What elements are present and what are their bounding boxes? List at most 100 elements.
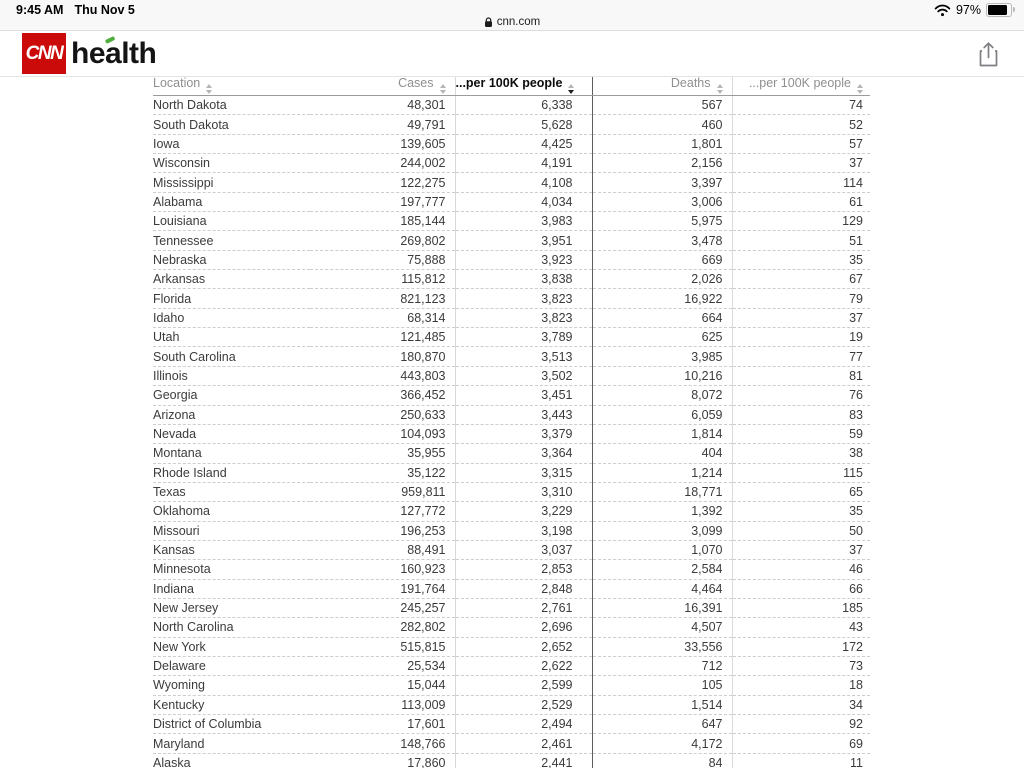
cell-cases-per-100k: 3,451 (454, 385, 593, 406)
table-row: Oklahoma 127,772 3,229 1,392 35 (153, 501, 870, 522)
cell-cases-per-100k: 2,494 (454, 714, 593, 735)
cell-location: Kentucky (153, 695, 310, 716)
cell-cases-per-100k: 3,513 (454, 346, 593, 367)
cell-deaths: 1,514 (592, 695, 732, 716)
cell-deaths-per-100k: 37 (731, 540, 870, 561)
table-row: Louisiana 185,144 3,983 5,975 129 (153, 211, 870, 232)
cell-cases: 191,764 (310, 579, 455, 599)
cell-deaths: 16,391 (592, 598, 732, 619)
cell-location: North Dakota (153, 95, 310, 116)
cell-location: Indiana (153, 579, 310, 599)
cell-deaths: 1,070 (592, 540, 732, 561)
table-row: Delaware 25,534 2,622 712 73 (153, 656, 870, 677)
cell-location: South Carolina (153, 346, 310, 367)
cell-deaths-per-100k: 73 (731, 656, 870, 677)
cell-cases: 821,123 (310, 288, 455, 309)
cell-deaths-per-100k: 67 (731, 269, 870, 290)
cell-deaths-per-100k: 11 (731, 753, 870, 768)
address-bar[interactable]: cnn.com (0, 14, 1024, 30)
cell-location: South Dakota (153, 114, 310, 135)
sort-arrows-icon (206, 84, 213, 94)
cell-cases-per-100k: 4,425 (454, 134, 593, 155)
lock-icon (484, 16, 492, 27)
cell-cases-per-100k: 3,315 (454, 463, 593, 483)
cell-deaths: 4,507 (592, 617, 732, 638)
cell-deaths-per-100k: 115 (731, 463, 870, 483)
cell-deaths-per-100k: 19 (731, 327, 870, 348)
cell-deaths-per-100k: 46 (731, 559, 870, 580)
cell-deaths-per-100k: 43 (731, 617, 870, 638)
column-label: Cases (398, 76, 434, 90)
cell-cases-per-100k: 3,951 (454, 230, 593, 251)
cell-location: Georgia (153, 385, 310, 406)
table-row: Missouri 196,253 3,198 3,099 50 (153, 521, 870, 541)
share-icon[interactable] (977, 41, 1000, 68)
column-header-cases[interactable]: Cases (310, 76, 455, 96)
site-header: CNN health (0, 31, 1024, 77)
cell-cases: 88,491 (310, 540, 455, 561)
column-label: Location (153, 76, 201, 90)
cell-deaths-per-100k: 172 (731, 637, 870, 657)
cell-location: Wyoming (153, 675, 310, 696)
cell-cases-per-100k: 3,379 (454, 424, 593, 445)
column-header-deaths-per-100k[interactable]: ...per 100K people (731, 76, 870, 96)
cell-cases: 443,803 (310, 366, 455, 387)
cell-deaths-per-100k: 35 (731, 501, 870, 522)
cell-location: Oklahoma (153, 501, 310, 522)
cell-deaths-per-100k: 38 (731, 443, 870, 464)
cell-deaths: 2,156 (592, 153, 732, 174)
cnn-health-logo[interactable]: CNN health (22, 33, 157, 74)
cell-cases: 160,923 (310, 559, 455, 580)
table-row: Tennessee 269,802 3,951 3,478 51 (153, 230, 870, 251)
cell-cases-per-100k: 2,529 (454, 695, 593, 716)
column-header-location[interactable]: Location (153, 76, 310, 96)
cell-cases: 127,772 (310, 501, 455, 522)
cell-deaths-per-100k: 61 (731, 192, 870, 213)
cell-deaths: 4,464 (592, 579, 732, 599)
column-header-cases-per-100k[interactable]: ...per 100K people (454, 76, 593, 96)
cell-deaths: 1,214 (592, 463, 732, 483)
table-header: Location Cases ...per 100K people Deaths...… (153, 76, 870, 96)
cell-location: Idaho (153, 308, 310, 329)
table-row: Arkansas 115,812 3,838 2,026 67 (153, 269, 870, 290)
cell-cases-per-100k: 6,338 (454, 95, 593, 116)
table-row: Nevada 104,093 3,379 1,814 59 (153, 424, 870, 445)
cell-location: Kansas (153, 540, 310, 561)
cell-deaths-per-100k: 66 (731, 579, 870, 599)
cell-cases: 35,955 (310, 443, 455, 464)
cell-deaths-per-100k: 114 (731, 172, 870, 193)
cell-deaths-per-100k: 79 (731, 288, 870, 309)
cell-location: Alaska (153, 753, 310, 768)
cell-cases-per-100k: 3,823 (454, 288, 593, 309)
cell-cases-per-100k: 3,923 (454, 250, 593, 271)
cell-deaths: 404 (592, 443, 732, 464)
cell-deaths: 669 (592, 250, 732, 271)
cell-location: New Jersey (153, 598, 310, 619)
cell-deaths: 6,059 (592, 405, 732, 425)
cell-location: Missouri (153, 521, 310, 541)
cell-cases: 244,002 (310, 153, 455, 174)
cell-location: Utah (153, 327, 310, 348)
table-row: Rhode Island 35,122 3,315 1,214 115 (153, 463, 870, 483)
cell-deaths: 664 (592, 308, 732, 329)
cell-deaths-per-100k: 69 (731, 733, 870, 754)
table-row: North Dakota 48,301 6,338 567 74 (153, 95, 870, 116)
cell-cases: 196,253 (310, 521, 455, 541)
cell-deaths: 3,478 (592, 230, 732, 251)
cell-cases-per-100k: 2,696 (454, 617, 593, 638)
cell-location: New York (153, 637, 310, 657)
table-row: Illinois 443,803 3,502 10,216 81 (153, 366, 870, 387)
table-row: Montana 35,955 3,364 404 38 (153, 443, 870, 464)
cell-cases-per-100k: 2,652 (454, 637, 593, 657)
column-header-deaths[interactable]: Deaths (592, 76, 732, 96)
cell-cases: 35,122 (310, 463, 455, 483)
site-section-wordmark: health (71, 35, 157, 70)
cell-cases-per-100k: 2,848 (454, 579, 593, 599)
cell-deaths: 105 (592, 675, 732, 696)
cell-cases-per-100k: 2,599 (454, 675, 593, 696)
cell-cases: 515,815 (310, 637, 455, 657)
cell-location: Maryland (153, 733, 310, 754)
cell-deaths: 18,771 (592, 482, 732, 503)
cell-cases-per-100k: 3,229 (454, 501, 593, 522)
